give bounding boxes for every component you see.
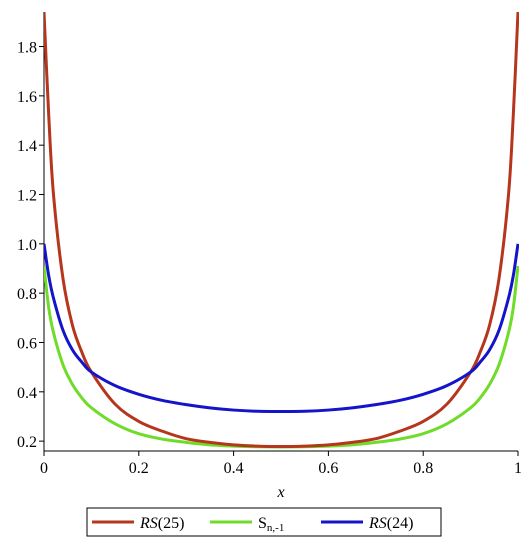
legend-label: RS(25): [139, 515, 184, 532]
legend: RS(25) Sn,-1 RS(24): [86, 507, 442, 537]
series-line-2: [44, 243, 519, 414]
series-line-0: [44, 12, 519, 449]
legend-box: [86, 507, 442, 537]
y-tick-label: 0.8: [17, 286, 37, 303]
x-tick-label: 0.6: [318, 460, 338, 477]
y-tick-label: 0.4: [17, 385, 37, 402]
y-tick-label: 1.4: [17, 138, 37, 155]
x-tick-label: 0.4: [224, 460, 244, 477]
series-layer: [44, 12, 519, 449]
legend-label: Sn,-1: [258, 515, 284, 534]
x-tick-label: 0: [40, 460, 48, 477]
y-tick-label: 1.8: [17, 40, 37, 57]
x-tick-label: 1: [514, 460, 522, 477]
y-tick-label: 1.2: [17, 188, 37, 205]
x-axis-title: x: [276, 484, 284, 501]
legend-label: RS(24): [368, 515, 413, 532]
x-tick-label: 0.2: [129, 460, 149, 477]
axes: [43, 12, 518, 452]
y-tick-label: 1.6: [17, 89, 37, 106]
x-tick-label: 0.8: [413, 460, 433, 477]
y-tick-label: 1.0: [17, 237, 37, 254]
y-tick-label: 0.2: [17, 434, 37, 451]
y-tick-label: 0.6: [17, 335, 37, 352]
ticks: 0 0.2 0.4 0.6 0.8 10.20.40.60.81.01.21.41.61.…: [17, 40, 522, 477]
